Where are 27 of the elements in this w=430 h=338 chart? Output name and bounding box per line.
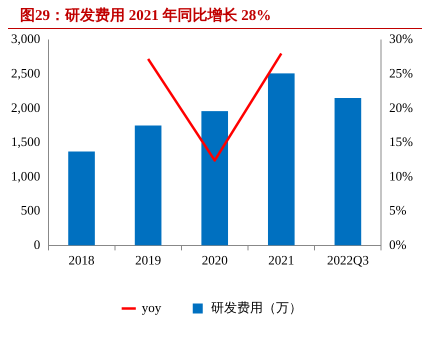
y-tick-label: 2,000 xyxy=(11,100,40,115)
y-tick-label: 0 xyxy=(34,236,40,252)
bar xyxy=(334,98,362,246)
legend-label: yoy xyxy=(142,300,162,315)
y2-tick-label: 5% xyxy=(389,202,407,218)
x-tick-label: 2019 xyxy=(135,252,162,268)
y-tick-label: 500 xyxy=(20,202,40,218)
y-tick-label: 3,000 xyxy=(11,31,40,46)
bar xyxy=(68,152,95,246)
y2-tick-label: 15% xyxy=(389,134,414,150)
y2-tick-label: 20% xyxy=(389,100,414,115)
chart-title: 图29：研发费用 2021 年同比增长 28% xyxy=(8,0,422,29)
x-tick-label: 2021 xyxy=(268,252,294,268)
y2-tick-label: 10% xyxy=(389,168,414,184)
y2-tick-label: 0% xyxy=(389,236,407,252)
bar xyxy=(268,73,295,246)
y2-tick-label: 30% xyxy=(389,31,414,46)
x-tick-label: 2022Q3 xyxy=(326,252,369,268)
y-tick-label: 2,500 xyxy=(11,65,40,80)
y-tick-label: 1,000 xyxy=(11,168,40,184)
bar xyxy=(134,125,162,246)
x-tick-label: 2018 xyxy=(68,252,95,268)
bar xyxy=(201,111,228,246)
legend-label: 研发费用（万） xyxy=(210,300,302,315)
x-tick-label: 2020 xyxy=(202,252,228,268)
y-tick-label: 1,500 xyxy=(11,134,40,150)
y2-tick-label: 25% xyxy=(389,65,414,80)
